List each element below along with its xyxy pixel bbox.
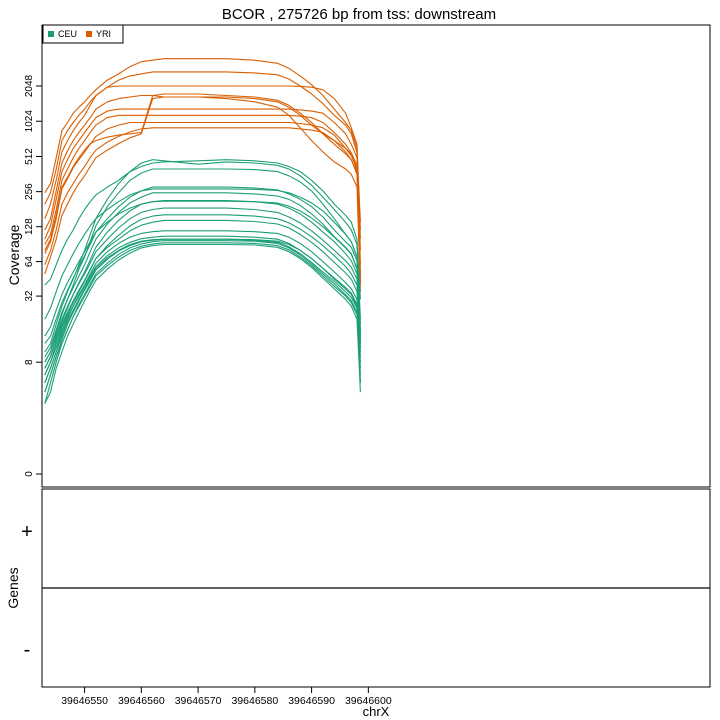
- x-tick-label: 39646580: [231, 695, 278, 707]
- y-tick-label: 8: [24, 359, 35, 365]
- y-tick-label: 0: [24, 471, 35, 477]
- series-line-ceu-17: [44, 207, 361, 363]
- series-line-yri-9: [44, 96, 361, 292]
- x-axis-label: chrX: [363, 704, 390, 719]
- x-tick-label: 39646560: [118, 695, 165, 707]
- x-tick-label: 39646570: [175, 695, 222, 707]
- coverage-panel-frame: [41, 24, 711, 488]
- series-line-ceu-15: [44, 192, 361, 358]
- series-line-yri-7: [44, 121, 361, 280]
- series-line-ceu-25: [44, 242, 361, 393]
- y-tick-label: 64: [24, 256, 35, 268]
- legend-swatch-yri: [86, 31, 92, 37]
- legend-label-ceu: CEU: [58, 29, 77, 39]
- series-line-ceu-27: [44, 188, 361, 333]
- series-line-yri-8: [44, 127, 361, 286]
- series-line-ceu-28: [44, 200, 361, 344]
- series-line-yri-5: [44, 108, 361, 265]
- strand-plus-label: +: [21, 521, 33, 543]
- series-line-yri-1: [44, 58, 361, 223]
- x-tick-label: 39646550: [61, 695, 108, 707]
- series-line-ceu-14: [44, 186, 361, 344]
- x-tick-label: 39646590: [288, 695, 335, 707]
- series-line-yri-6: [44, 114, 361, 274]
- legend: CEU YRI: [42, 24, 124, 44]
- strand-minus-label: -: [24, 639, 31, 661]
- chart-title: BCOR , 275726 bp from tss: downstream: [222, 6, 496, 23]
- x-tick-label: 39646600: [345, 695, 392, 707]
- legend-swatch-ceu: [48, 31, 54, 37]
- series-line-ceu-23: [44, 238, 361, 384]
- series-line-ceu-13: [44, 168, 361, 363]
- series-line-yri-2: [44, 71, 361, 231]
- series-line-yri-10: [44, 93, 361, 283]
- y-tick-label: 32: [24, 290, 35, 302]
- y-tick-label: 128: [24, 218, 35, 235]
- y-tick-label: 2048: [24, 74, 35, 97]
- genes-axis-label: Genes: [5, 567, 21, 608]
- y-tick-label: 1024: [24, 110, 35, 133]
- series-line-yri-3: [44, 85, 361, 240]
- x-axis: 39646550 39646560 39646570 39646580 39646590…: [61, 687, 392, 707]
- series-layer: [44, 58, 361, 404]
- legend-box: [42, 24, 124, 44]
- series-line-ceu-18: [44, 214, 361, 376]
- legend-label-yri: YRI: [96, 29, 111, 39]
- y-axis: 0 8 32 64 128 256 512 1024 2048: [24, 74, 42, 477]
- y-axis-label: Coverage: [6, 224, 22, 285]
- y-tick-label: 512: [24, 148, 35, 165]
- series-line-ceu-26: [44, 243, 361, 404]
- series-line-ceu-11: [44, 159, 361, 300]
- series-line-ceu-19: [44, 219, 361, 369]
- y-tick-label: 256: [24, 183, 35, 200]
